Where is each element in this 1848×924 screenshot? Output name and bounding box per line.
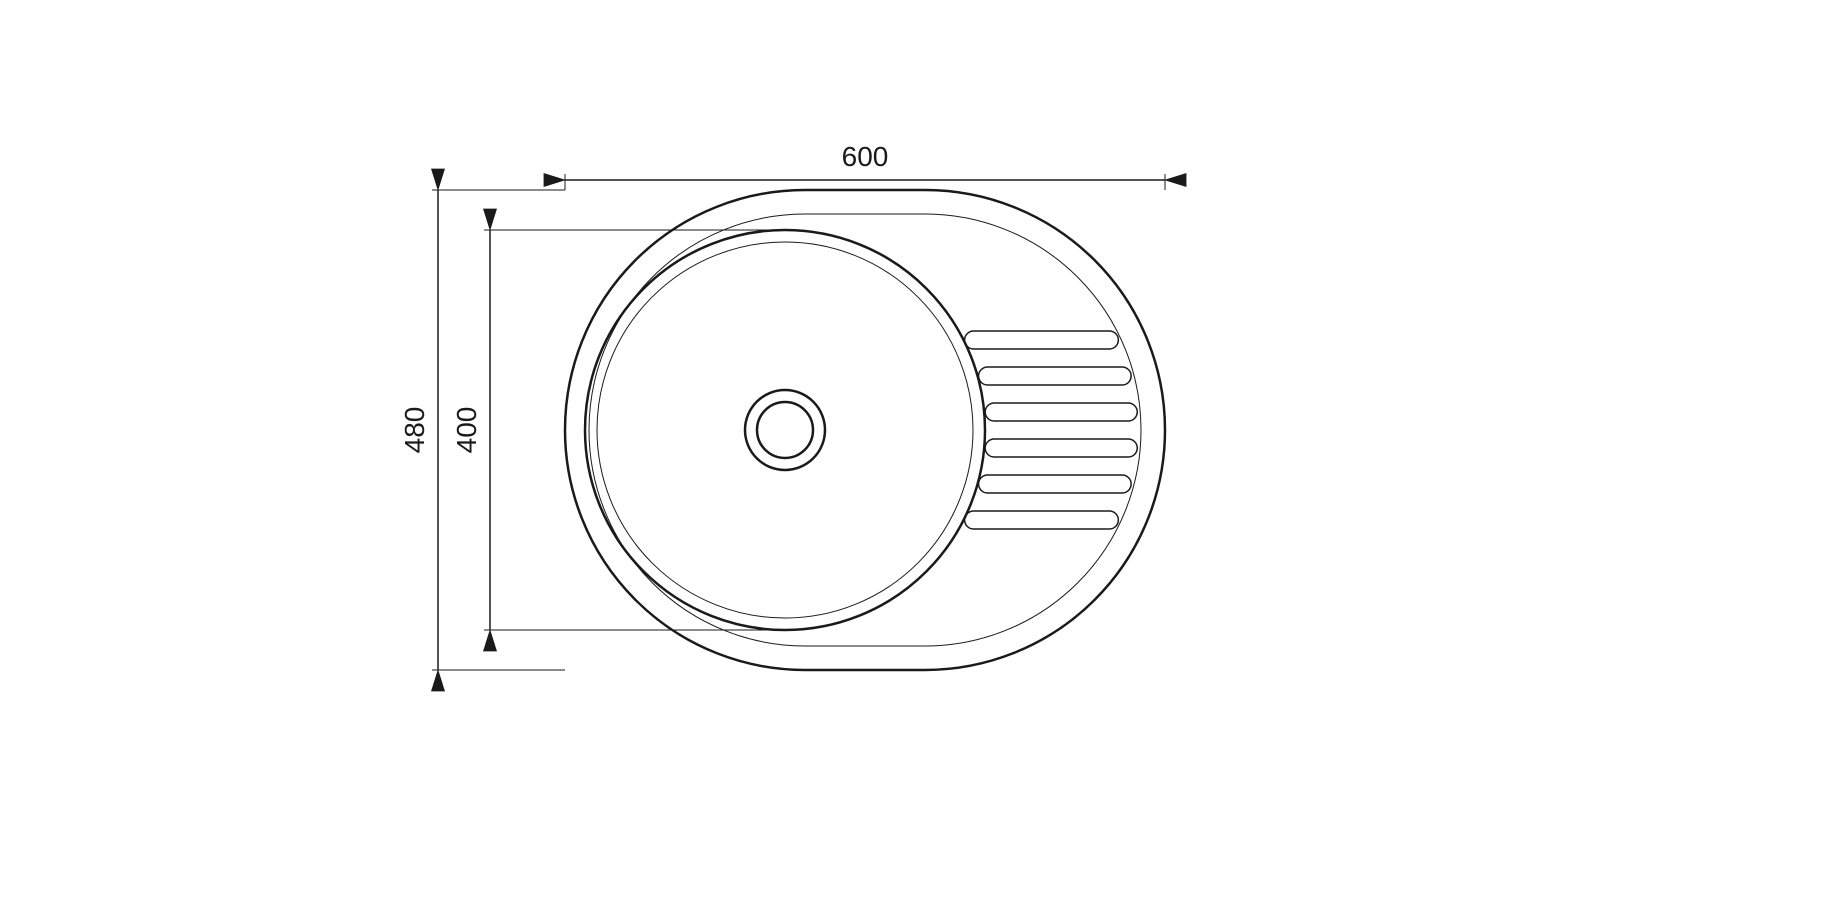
sink-inner-rim [589,214,1141,646]
dim-label-width: 600 [842,141,889,172]
dim-label-height-outer: 480 [399,407,430,454]
dim-label-height-inner: 400 [451,407,482,454]
drain-inner [757,402,813,458]
sink-bowl [585,230,985,630]
drainboard-ridges [965,331,1138,529]
sink-technical-drawing: 600 480 400 [0,0,1848,924]
sink-bowl-inner [597,242,973,618]
sink-outer-rim [565,190,1165,670]
